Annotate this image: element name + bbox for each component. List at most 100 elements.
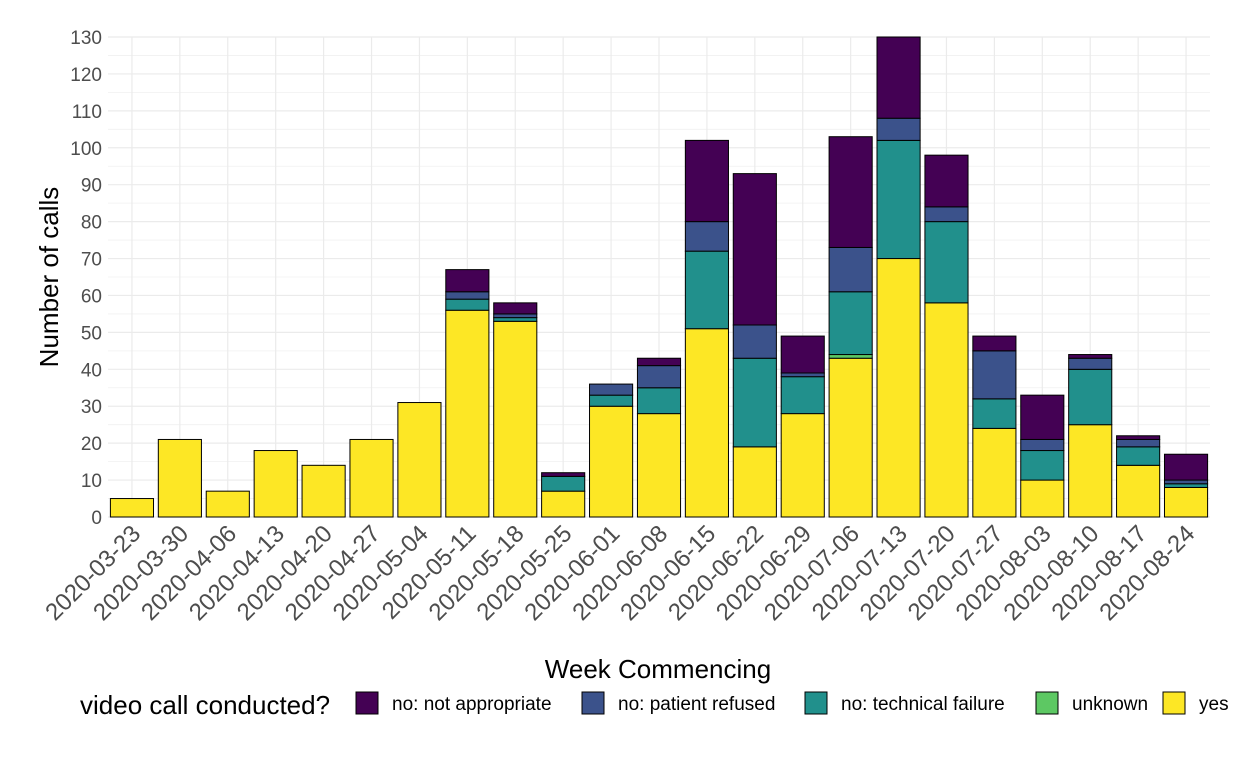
bar-segment bbox=[1163, 483, 1209, 488]
bar-segment bbox=[924, 154, 969, 208]
y-tick-label: 130 bbox=[70, 28, 102, 49]
bar-segment bbox=[349, 438, 394, 518]
bar-segment bbox=[636, 413, 682, 518]
bar-segment bbox=[828, 357, 873, 518]
y-tick-label: 20 bbox=[81, 434, 102, 455]
legend-label: no: not appropriate bbox=[392, 694, 552, 715]
bar-segment bbox=[1116, 464, 1161, 518]
bar-segment bbox=[972, 398, 1017, 429]
bar-segment bbox=[1068, 357, 1113, 370]
y-tick-label: 110 bbox=[72, 102, 102, 123]
y-tick-label: 70 bbox=[81, 250, 102, 271]
bar-segment bbox=[109, 498, 155, 518]
bar-segment bbox=[1020, 394, 1065, 440]
legend-title: video call conducted? bbox=[80, 690, 330, 720]
bar-segment bbox=[589, 394, 634, 407]
bar-segment bbox=[780, 413, 825, 518]
y-tick-label: 10 bbox=[81, 471, 102, 492]
bar-segment bbox=[684, 221, 729, 252]
y-axis-ticks: 0 10 20 30 40 50 60 70 80 90 100 110 120 130 bbox=[70, 28, 102, 529]
bar-segment bbox=[828, 354, 873, 359]
bar-segment bbox=[828, 136, 873, 248]
bar-segment bbox=[541, 475, 586, 492]
bar-segment bbox=[493, 313, 538, 319]
bar-segment bbox=[589, 405, 634, 518]
bar-segment bbox=[1020, 438, 1065, 452]
y-tick-label: 60 bbox=[81, 286, 102, 307]
bar-segment bbox=[493, 302, 538, 315]
bar-segment bbox=[780, 335, 825, 374]
bar-segment bbox=[924, 302, 969, 518]
legend-swatch bbox=[581, 691, 605, 715]
bar-segment bbox=[684, 328, 729, 518]
bar-segment bbox=[445, 309, 490, 518]
bar-segment bbox=[876, 117, 921, 141]
bar-segment bbox=[253, 450, 298, 518]
bar-segment bbox=[780, 372, 825, 378]
bar-segment bbox=[157, 438, 202, 518]
bar-segment bbox=[1116, 438, 1161, 448]
y-tick-label: 30 bbox=[81, 397, 102, 418]
bar-segment bbox=[1116, 446, 1161, 466]
bar-segment bbox=[732, 324, 777, 359]
bar-segment bbox=[1163, 479, 1209, 485]
bar-segment bbox=[828, 291, 873, 356]
bar-segment bbox=[972, 335, 1017, 352]
y-tick-label: 90 bbox=[81, 176, 102, 197]
bar-segment bbox=[876, 36, 921, 119]
bar-segment bbox=[732, 357, 777, 448]
y-tick-label: 80 bbox=[81, 213, 102, 234]
bar-segment bbox=[493, 320, 538, 518]
bar-segment bbox=[1020, 479, 1065, 518]
bar-segment bbox=[1116, 435, 1161, 440]
y-axis-title: Number of calls bbox=[34, 187, 64, 368]
bar-segment bbox=[684, 139, 729, 223]
x-axis-ticks: 2020-03-232020-03-302020-04-062020-04-13… bbox=[40, 520, 1200, 626]
bar-segment bbox=[541, 490, 586, 518]
legend-label: no: technical failure bbox=[841, 694, 1005, 715]
x-axis-title: Week Commencing bbox=[545, 654, 771, 684]
y-tick-label: 120 bbox=[70, 65, 102, 86]
y-tick-label: 40 bbox=[81, 360, 102, 381]
legend-swatch bbox=[1035, 691, 1059, 715]
bar-segment bbox=[972, 350, 1017, 400]
bar-segment bbox=[397, 402, 442, 518]
bar-segment bbox=[445, 269, 490, 293]
legend-label: unknown bbox=[1072, 694, 1148, 715]
bar-segment bbox=[972, 427, 1017, 518]
bar-segment bbox=[541, 472, 586, 477]
bar-segment bbox=[924, 206, 969, 223]
legend-swatch bbox=[355, 691, 379, 715]
bar-segment bbox=[205, 490, 250, 518]
bar-segment bbox=[732, 446, 777, 518]
bar-segment bbox=[636, 387, 682, 415]
bar-segment bbox=[924, 221, 969, 304]
legend-swatch bbox=[804, 691, 828, 715]
y-tick-label: 50 bbox=[81, 323, 102, 344]
bar-segment bbox=[1020, 450, 1065, 481]
bar-segment bbox=[876, 258, 921, 518]
bar-segment bbox=[780, 376, 825, 415]
bar-segment bbox=[589, 383, 634, 396]
legend-label: yes bbox=[1199, 694, 1229, 715]
y-tick-label: 0 bbox=[91, 508, 102, 529]
legend: video call conducted? no: not appropriat… bbox=[80, 690, 1229, 720]
bar-segment bbox=[1163, 486, 1209, 518]
bar-segment bbox=[1068, 424, 1113, 518]
bar-segment bbox=[445, 291, 490, 300]
bar-segment bbox=[876, 139, 921, 260]
bar-segment bbox=[1068, 354, 1113, 359]
y-tick-label: 100 bbox=[70, 139, 102, 160]
bar-segment bbox=[301, 464, 346, 518]
bar-segment bbox=[828, 246, 873, 293]
bar-segment bbox=[493, 317, 538, 322]
bar-segment bbox=[732, 173, 777, 326]
legend-label: no: patient refused bbox=[618, 694, 775, 715]
legend-swatch bbox=[1162, 691, 1186, 715]
bar-segment bbox=[1068, 368, 1113, 426]
bars bbox=[109, 36, 1209, 518]
bar-segment bbox=[445, 298, 490, 311]
bar-segment bbox=[636, 357, 682, 367]
bar-segment bbox=[684, 250, 729, 330]
